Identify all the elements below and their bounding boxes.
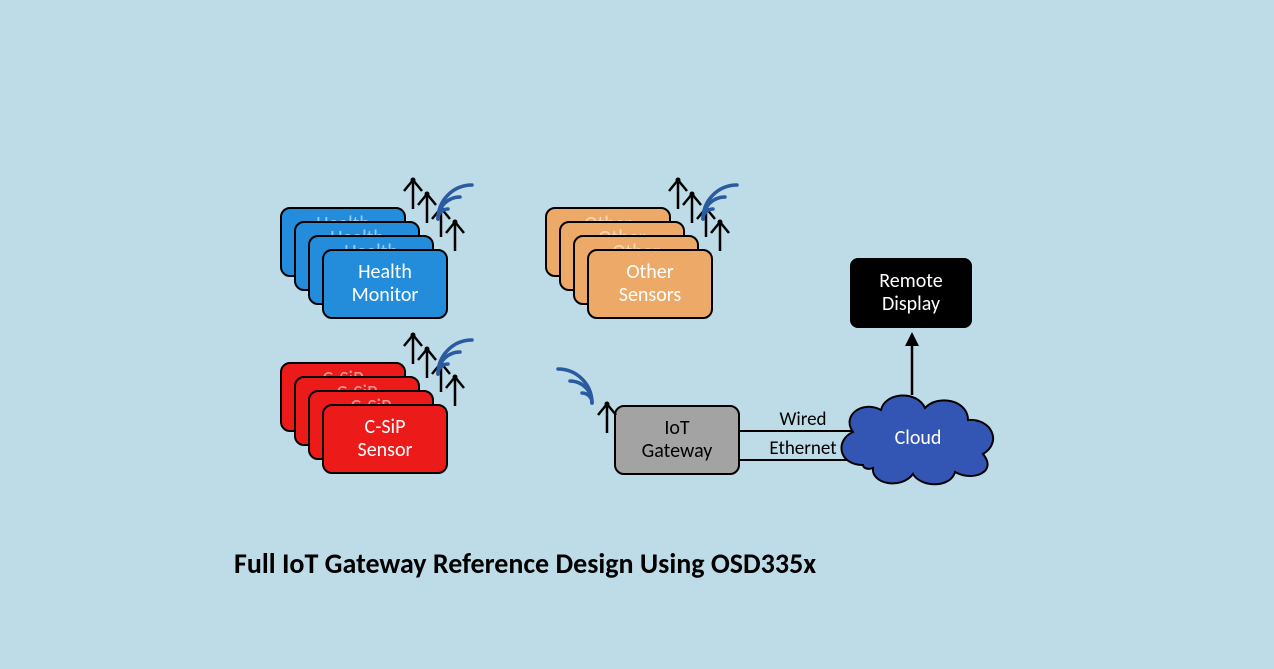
gateway-label-1: IoT (616, 417, 738, 440)
remote-label-1: Remote (852, 270, 970, 293)
gateway-box: IoTGateway (614, 405, 740, 475)
health-box-0: HealthMonitor (322, 249, 448, 319)
diagram-canvas: Health Health Health HealthMonitor Other… (0, 0, 1274, 669)
health-label-1: Health (324, 261, 446, 284)
remote-label-2: Display (852, 293, 970, 316)
csip-box-0: C-SiPSensor (322, 404, 448, 474)
remote-display-box: RemoteDisplay (850, 258, 972, 328)
cloud-label: Cloud (878, 426, 958, 450)
other-box-0: OtherSensors (587, 249, 713, 319)
csip-label-2: Sensor (324, 439, 446, 462)
csip-label-1: C-SiP (324, 416, 446, 439)
other-label-1: Other (589, 261, 711, 284)
health-label-2: Monitor (324, 284, 446, 307)
gateway-label-2: Gateway (616, 440, 738, 463)
page-title: Full IoT Gateway Reference Design Using … (234, 546, 816, 581)
other-label-2: Sensors (589, 284, 711, 307)
